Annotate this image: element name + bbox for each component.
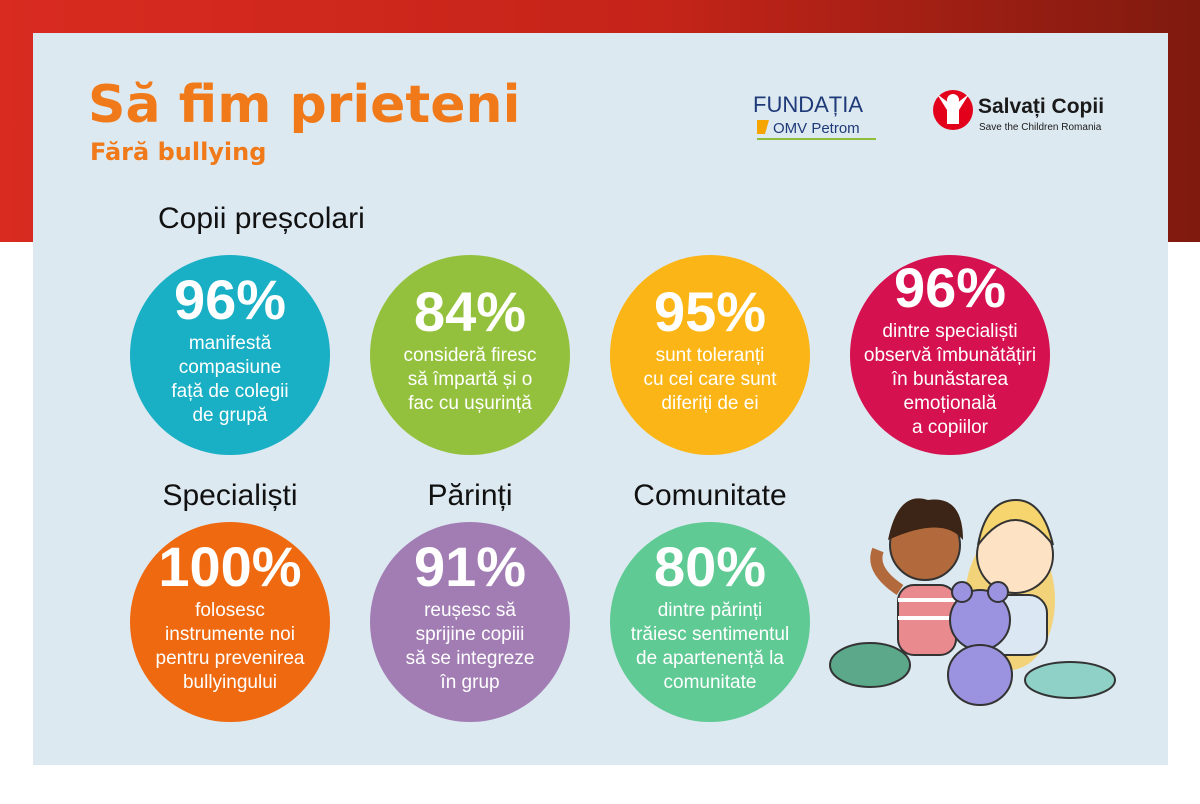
logo-icon (947, 94, 959, 106)
stat-text: cu cei care sunt (643, 369, 777, 390)
logo-text: Salvați Copii (978, 95, 1104, 118)
logo-text: FUNDAȚIA (753, 92, 863, 117)
stat-text: observă îmbunătățiri (864, 345, 1036, 366)
stat-text: în bunăstarea (891, 369, 1009, 390)
stat-circle (610, 522, 810, 722)
stat-text: de grupă (192, 405, 267, 426)
title: Să fim prieteni (88, 75, 520, 135)
section-heading: Comunitate (633, 479, 786, 512)
stat-text: consideră firesc (403, 345, 536, 366)
stat-text: reușesc să (424, 600, 516, 621)
stat-value: 84% (414, 280, 526, 343)
stat-text: sunt toleranți (656, 345, 765, 366)
stat-text: manifestă (189, 333, 272, 354)
stat-text: emoțională (904, 393, 997, 414)
salvati-logo: Salvați Copii Save the Children Romania (933, 90, 1104, 133)
section-heading: Copii preșcolari (158, 202, 365, 235)
stat-text: dintre specialiști (882, 321, 1017, 342)
stat-value: 95% (654, 280, 766, 343)
subtitle: Fără bullying (90, 138, 266, 166)
stat-circle (130, 255, 330, 455)
stat-value: 96% (894, 256, 1006, 319)
stat-text: pentru prevenirea (156, 648, 305, 669)
logo-icon (757, 120, 769, 134)
stat-value: 96% (174, 268, 286, 331)
stat-text: de apartenență la (636, 648, 784, 669)
stat-text: față de colegii (171, 381, 288, 402)
stat-text: instrumente noi (165, 624, 295, 645)
illustration (829, 498, 1116, 706)
stat-text: compasiune (179, 357, 281, 378)
stat-circle (610, 255, 810, 455)
stat-text: diferiți de ei (661, 393, 758, 414)
stat-text: să împartă și o (408, 369, 533, 390)
section-heading: Specialiști (162, 479, 297, 512)
logo-text: OMV Petrom (773, 120, 860, 137)
stat-text: sprijine copiii (416, 624, 525, 645)
stat-value: 100% (158, 535, 301, 598)
logo-text: Save the Children Romania (979, 122, 1102, 133)
stat-circle (370, 255, 570, 455)
stat-circle (850, 255, 1050, 455)
stat-text: dintre părinți (658, 600, 763, 621)
stat-text: a copiilor (912, 417, 989, 438)
stat-text: fac cu ușurință (408, 393, 532, 414)
stat-value: 91% (414, 535, 526, 598)
stat-text: bullyingului (183, 672, 277, 693)
section-heading: Părinți (427, 479, 512, 512)
logo-icon (937, 94, 969, 124)
stat-value: 80% (654, 535, 766, 598)
fundatia-logo: FUNDAȚIA OMV Petrom (753, 92, 876, 140)
stat-circle (130, 522, 330, 722)
stat-text: comunitate (664, 672, 757, 693)
stat-text: în grup (439, 672, 499, 693)
stat-text: folosesc (195, 600, 265, 621)
stat-text: trăiesc sentimentul (631, 624, 789, 645)
stat-circle (370, 522, 570, 722)
stat-text: să se integreze (406, 648, 535, 669)
